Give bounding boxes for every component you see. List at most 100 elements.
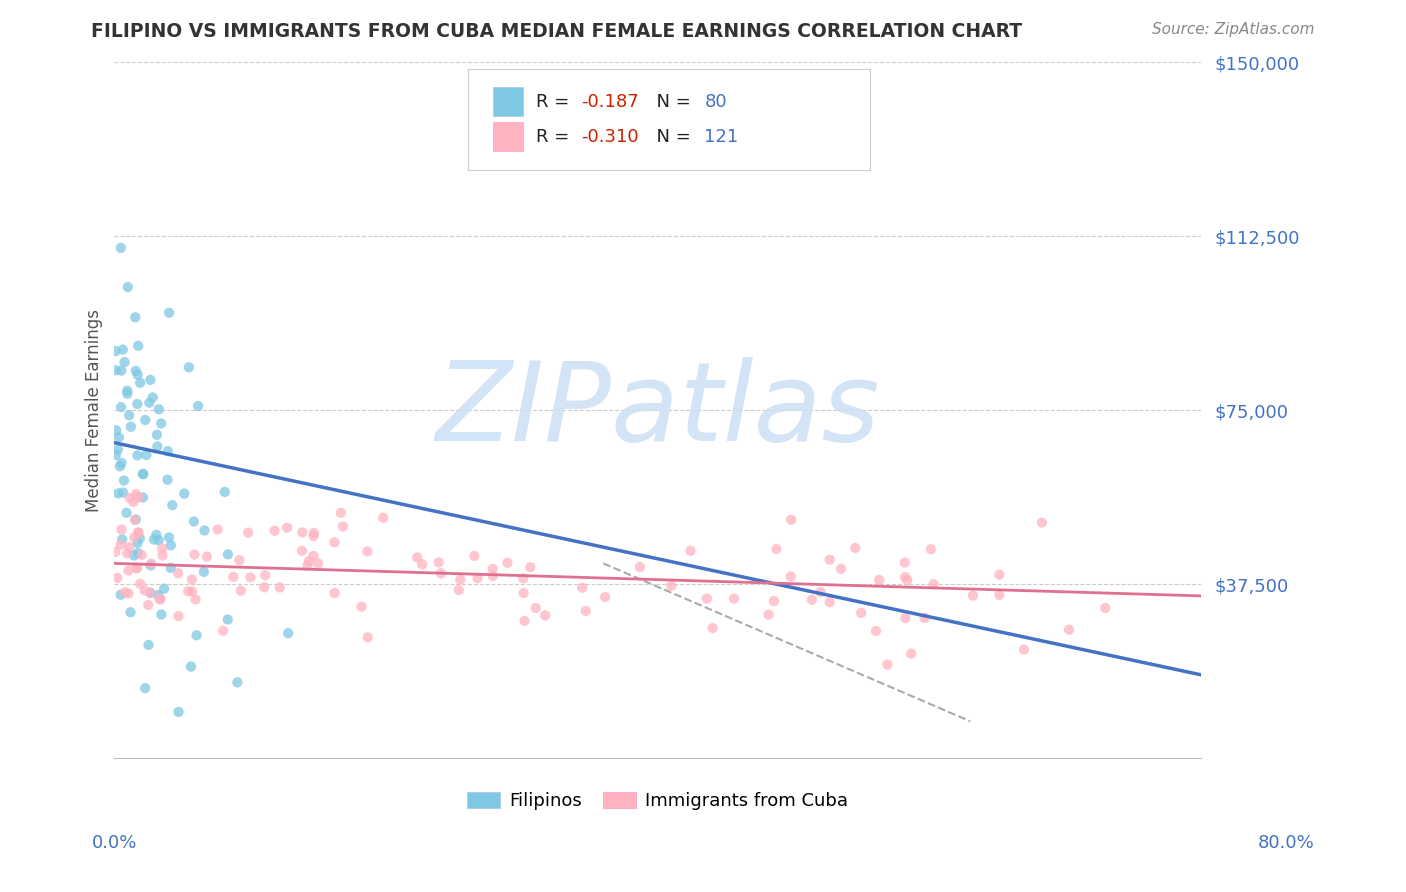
Point <box>156 444 179 458</box>
Point <box>702 621 724 635</box>
Point <box>253 581 276 595</box>
Point <box>865 624 887 638</box>
Point <box>519 560 541 574</box>
Point <box>132 467 155 482</box>
Point <box>217 613 239 627</box>
Point <box>167 609 190 624</box>
Point <box>254 568 277 582</box>
Point <box>1094 601 1116 615</box>
Point <box>146 440 169 454</box>
Point <box>679 543 702 558</box>
Point <box>263 524 285 538</box>
Point <box>104 545 127 559</box>
Point <box>779 569 801 583</box>
Point <box>115 546 138 560</box>
Point <box>167 566 190 581</box>
Point <box>127 490 149 504</box>
Point <box>111 343 134 357</box>
Point <box>323 535 346 549</box>
Point <box>112 474 135 488</box>
Point <box>146 427 169 442</box>
Point <box>105 571 128 585</box>
Point <box>193 524 215 538</box>
Point <box>900 647 922 661</box>
Point <box>127 536 149 550</box>
Point <box>122 549 145 563</box>
Point <box>356 544 378 558</box>
Point <box>922 577 945 591</box>
Point <box>513 614 536 628</box>
Point <box>1057 623 1080 637</box>
Point <box>212 624 235 638</box>
Point <box>110 588 132 602</box>
Point <box>108 459 131 474</box>
Point <box>298 554 321 568</box>
Point <box>463 549 485 563</box>
Point <box>214 484 236 499</box>
Point <box>534 608 557 623</box>
Point <box>818 595 841 609</box>
Point <box>524 601 547 615</box>
Point <box>157 530 180 544</box>
Point <box>167 705 190 719</box>
Point <box>146 588 169 602</box>
Point <box>128 531 150 545</box>
Point <box>127 525 149 540</box>
Point <box>894 570 917 584</box>
Point <box>659 579 682 593</box>
Point <box>302 526 325 541</box>
Point <box>411 558 433 572</box>
Point <box>696 591 718 606</box>
Point <box>152 549 174 563</box>
Point <box>125 560 148 574</box>
Point <box>125 512 148 526</box>
Point <box>138 638 160 652</box>
Point <box>180 659 202 673</box>
Point <box>148 402 170 417</box>
Point <box>180 573 202 587</box>
Point <box>117 564 139 578</box>
Point <box>1012 642 1035 657</box>
Point <box>150 541 173 556</box>
Point <box>117 384 139 398</box>
Point <box>142 533 165 547</box>
Text: -0.310: -0.310 <box>582 128 640 145</box>
Point <box>108 430 131 444</box>
Point <box>571 581 593 595</box>
Point <box>139 558 162 573</box>
Point <box>105 424 128 438</box>
Text: -0.187: -0.187 <box>582 93 640 111</box>
Point <box>350 599 373 614</box>
Point <box>138 395 160 409</box>
Point <box>124 530 146 544</box>
Point <box>117 386 139 401</box>
Point <box>118 540 141 554</box>
Legend: Filipinos, Immigrants from Cuba: Filipinos, Immigrants from Cuba <box>463 787 853 815</box>
Point <box>893 556 915 570</box>
Point <box>111 533 134 547</box>
Point <box>124 310 146 325</box>
FancyBboxPatch shape <box>492 122 523 152</box>
Point <box>239 570 262 584</box>
Point <box>332 519 354 533</box>
Point <box>269 581 291 595</box>
Point <box>139 585 162 599</box>
Point <box>142 390 165 404</box>
Point <box>184 592 207 607</box>
Point <box>134 681 156 695</box>
Point <box>149 592 172 607</box>
Point <box>962 589 984 603</box>
Point <box>406 550 429 565</box>
Point <box>723 591 745 606</box>
Point <box>129 376 152 390</box>
Point <box>145 528 167 542</box>
Point <box>125 364 148 378</box>
Point <box>127 397 149 411</box>
Point <box>229 583 252 598</box>
Text: 80: 80 <box>704 93 727 111</box>
Y-axis label: Median Female Earnings: Median Female Earnings <box>86 309 103 512</box>
Point <box>238 525 260 540</box>
Point <box>131 548 153 562</box>
Point <box>183 548 205 562</box>
Point <box>780 513 803 527</box>
